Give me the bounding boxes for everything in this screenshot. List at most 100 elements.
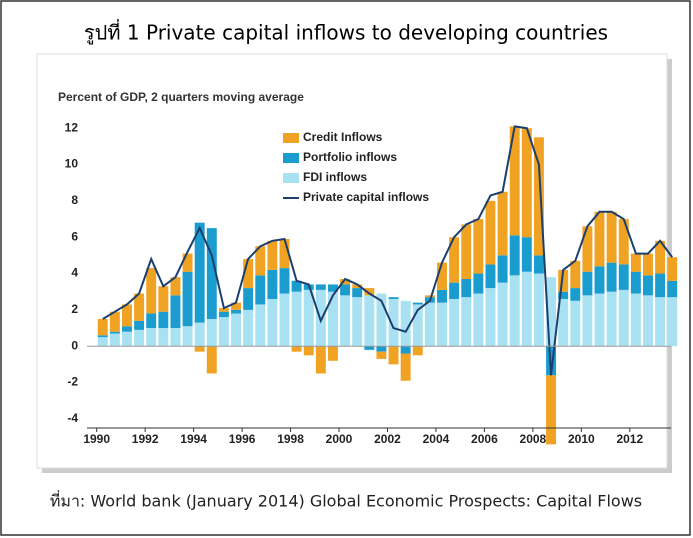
- bar-segment: [170, 295, 181, 329]
- bar-segment: [630, 253, 641, 272]
- bar-segment: [461, 297, 472, 347]
- bar-segment: [667, 280, 678, 298]
- y-tick-label: -2: [67, 375, 78, 389]
- bar-segment: [267, 240, 278, 270]
- bar-segment: [352, 288, 363, 298]
- bar-segment: [412, 302, 423, 305]
- bar-segment: [437, 289, 447, 303]
- bar-segment: [497, 282, 508, 347]
- x-tick-label: 1996: [229, 432, 256, 446]
- bar-segment: [594, 266, 605, 294]
- legend-swatch: [283, 153, 299, 163]
- bar-segment: [279, 293, 290, 347]
- bar-segment: [243, 259, 254, 289]
- bar-segment: [376, 351, 387, 359]
- bar-segment: [630, 293, 641, 347]
- bar-segment: [340, 284, 351, 296]
- bar-segment: [521, 128, 532, 238]
- bar-segment: [340, 278, 351, 285]
- bar-segment: [437, 302, 447, 347]
- bar-segment: [218, 311, 229, 318]
- bar-segment: [570, 300, 581, 347]
- bar-segment: [279, 268, 290, 294]
- bar-segment: [388, 297, 399, 299]
- y-tick-label: 0: [71, 338, 78, 352]
- bar-segment: [182, 326, 193, 347]
- bar-segment: [473, 219, 484, 274]
- bar-segment: [570, 260, 581, 289]
- bar-segment: [291, 280, 302, 292]
- legend-swatch: [283, 173, 299, 183]
- bar-segment: [243, 309, 254, 347]
- bar-segment: [388, 346, 399, 365]
- bar-segment: [473, 293, 484, 347]
- bar-segment: [558, 298, 569, 347]
- chart-title: รูปที่ 1 Private capital inflows to deve…: [84, 19, 608, 46]
- legend-label: Credit Inflows: [303, 130, 383, 144]
- y-tick-label: 2: [71, 302, 78, 316]
- bar-segment: [267, 298, 278, 347]
- bar-segment: [146, 313, 157, 329]
- bar-segment: [364, 295, 375, 347]
- bar-segment: [606, 262, 617, 292]
- bar-segment: [485, 288, 496, 347]
- bar-segment: [497, 191, 508, 256]
- bar-segment: [352, 297, 363, 347]
- bar-segment: [327, 291, 338, 347]
- bar-segment: [449, 298, 460, 347]
- bar-segment: [218, 317, 229, 347]
- bar-segment: [582, 295, 593, 347]
- bar-segment: [122, 326, 132, 332]
- y-tick-label: -4: [67, 411, 78, 425]
- bar-segment: [315, 284, 326, 290]
- bar-segment: [655, 240, 666, 274]
- bar-segment: [134, 320, 145, 330]
- x-tick-label: 1994: [180, 432, 207, 446]
- x-tick-label: 2010: [568, 432, 595, 446]
- bar-segment: [655, 297, 666, 347]
- bar-segment: [582, 226, 593, 272]
- bar-segment: [206, 228, 217, 319]
- legend-swatch: [283, 133, 299, 143]
- bar-segment: [643, 253, 653, 276]
- bar-segment: [473, 273, 484, 294]
- panel: [36, 53, 668, 469]
- bar-segment: [376, 346, 387, 352]
- bar-segment: [267, 269, 278, 299]
- bar-segment: [412, 346, 423, 356]
- x-tick-label: 1990: [83, 432, 110, 446]
- bar-segment: [231, 309, 241, 314]
- bar-segment: [182, 271, 193, 327]
- bar-segment: [509, 275, 520, 347]
- bar-segment: [97, 335, 108, 338]
- bar-segment: [521, 271, 532, 347]
- bar-segment: [546, 375, 557, 445]
- bar-segment: [315, 346, 326, 374]
- bar-segment: [255, 246, 266, 276]
- bar-segment: [352, 284, 363, 289]
- bar-segment: [400, 353, 411, 381]
- source-note: ที่มา: World bank (January 2014) Global …: [50, 490, 642, 511]
- bar-segment: [218, 308, 229, 312]
- bar-segment: [606, 291, 617, 347]
- bar-segment: [509, 126, 520, 236]
- bar-segment: [461, 278, 472, 298]
- bar-segment: [449, 237, 460, 283]
- bar-segment: [630, 271, 641, 294]
- x-tick-label: 2000: [326, 432, 353, 446]
- bar-segment: [618, 264, 629, 290]
- legend-label: FDI inflows: [303, 170, 367, 184]
- bar-segment: [327, 346, 338, 361]
- bar-segment: [558, 269, 569, 292]
- bar-segment: [194, 222, 205, 323]
- bar-segment: [412, 304, 423, 347]
- bar-segment: [424, 295, 435, 298]
- bar-segment: [533, 273, 544, 347]
- line: [102, 125, 674, 376]
- bar-segment: [497, 255, 508, 283]
- bar-segment: [509, 235, 520, 276]
- bar-segment: [594, 293, 605, 347]
- bar-segment: [655, 273, 666, 298]
- bar-segment: [255, 275, 266, 305]
